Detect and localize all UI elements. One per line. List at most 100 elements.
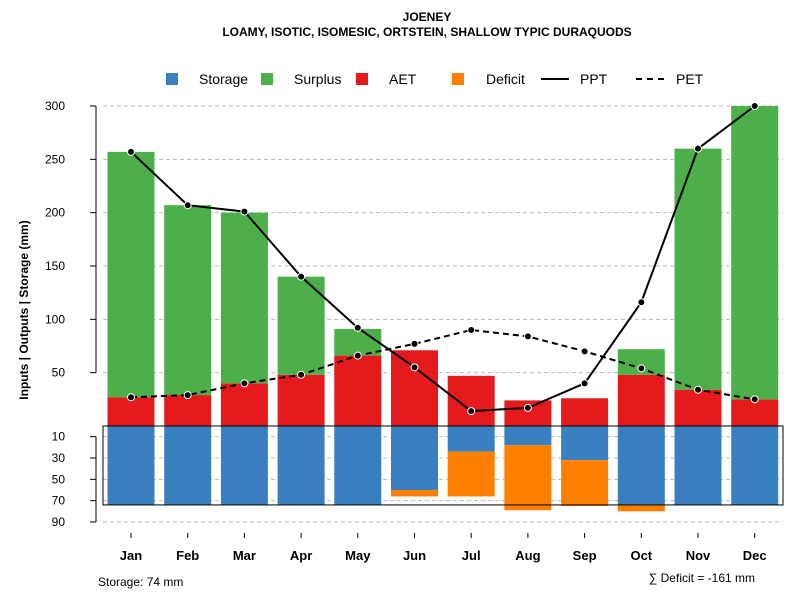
surplus-bar [107,151,155,398]
x-tick-label: Apr [290,548,312,563]
ppt-line [130,105,756,413]
y-tick-label-upper: 250 [45,152,65,166]
deficit-bar [391,490,438,497]
legend-label: PET [676,71,704,87]
surplus-bar [220,212,268,384]
legend-swatch [166,73,178,85]
y-tick-label-upper: 300 [45,99,65,113]
pet-point [410,339,419,348]
pet-line [130,328,755,401]
y-tick-label-upper: 200 [45,206,65,220]
legend-label: Deficit [486,71,525,87]
y-tick-label-lower: 10 [52,430,66,444]
ppt-point [580,379,589,388]
ppt-point [410,363,419,372]
x-tick-label: Mar [233,548,256,563]
x-tick-label: May [345,548,371,563]
storage-bar [220,426,268,505]
aet-bar [731,399,779,426]
storage-note: Storage: 74 mm [98,575,183,589]
y-tick-label-lower: 50 [52,472,66,486]
x-tick-label: Sep [573,548,597,563]
x-tick-label: Aug [515,548,540,563]
x-tick-label: Feb [176,548,199,563]
storage-bar [447,426,495,452]
pet-point [183,391,192,400]
legend-swatch [452,73,464,85]
deficit-bar [561,460,609,506]
surplus-bar [334,328,382,356]
aet-bar [561,398,609,426]
y-tick-label-lower: 70 [52,494,66,508]
legend-item-pet: PET [636,71,704,87]
y-tick-label-upper: 50 [52,366,66,380]
legend-item-ppt: PPT [541,71,608,87]
ppt-point [240,207,249,216]
chart-subtitle: LOAMY, ISOTIC, ISOMESIC, ORTSTEIN, SHALL… [222,25,631,39]
deficit-note: ∑ Deficit = -161 mm [649,571,755,585]
pet-point [353,351,362,360]
y-tick-label-upper: 100 [45,312,65,326]
legend-swatch [261,73,273,85]
storage-bar [617,426,665,505]
surplus-bar [731,106,779,400]
legend-item-storage: Storage [166,71,248,87]
storage-bar [107,426,155,505]
series-lines [127,102,759,416]
x-tick-label: Nov [686,548,711,563]
storage-bar [731,426,779,505]
deficit-bar [504,445,552,511]
storage-bar [334,426,382,505]
aet-bar [447,375,495,426]
storage-bar [561,426,609,461]
storage-bar [277,426,325,505]
pet-point [467,326,476,334]
surplus-bar [674,148,722,390]
legend-label: Storage [199,71,248,87]
aet-bar [617,374,665,426]
ppt-point [637,298,646,307]
legend-item-surplus: Surplus [261,71,341,87]
y-axis-label: Inputs | Outputs | Storage (mm) [17,220,31,399]
pet-point [750,395,759,404]
aet-bar [674,389,722,426]
legend-label: PPT [580,71,608,87]
surplus-bar [164,205,212,396]
legend-swatch [356,73,368,85]
storage-bar [674,426,722,505]
pet-point [523,332,532,341]
legend: Storage Surplus AET Deficit PPT PET [166,71,704,87]
aet-bar [220,383,268,426]
aet-bar [107,397,155,426]
y-tick-label-lower: 90 [52,515,66,529]
aet-bar [391,350,438,426]
x-tick-label: Dec [743,548,767,563]
ppt-point [750,102,759,110]
ppt-point [523,403,532,412]
pet-point [580,347,589,356]
storage-bar [504,426,552,446]
legend-label: Surplus [294,71,341,87]
ppt-point [467,407,476,416]
pet-point [694,385,702,394]
axes: 50 100 150 200 250 300 10 30 50 70 90 Jan Feb Mar Apr M… [45,99,767,563]
ppt-point [694,144,702,153]
bars [102,106,784,512]
aet-bar [164,395,212,426]
grid-lines [103,105,783,523]
pet-point [127,393,135,402]
aet-bar [334,355,382,426]
x-tick-label: Jan [120,548,142,563]
storage-capacity-box [102,425,784,506]
y-tick-label-lower: 30 [52,451,66,465]
pet-point [637,364,646,373]
storage-bar [164,426,212,505]
ppt-point [297,272,306,281]
ppt-point [183,201,192,210]
y-tick-label-upper: 150 [45,259,65,273]
deficit-bar [617,504,665,512]
ppt-point [353,323,362,332]
pet-point [297,370,306,379]
chart-title: JOENEY [403,10,452,24]
